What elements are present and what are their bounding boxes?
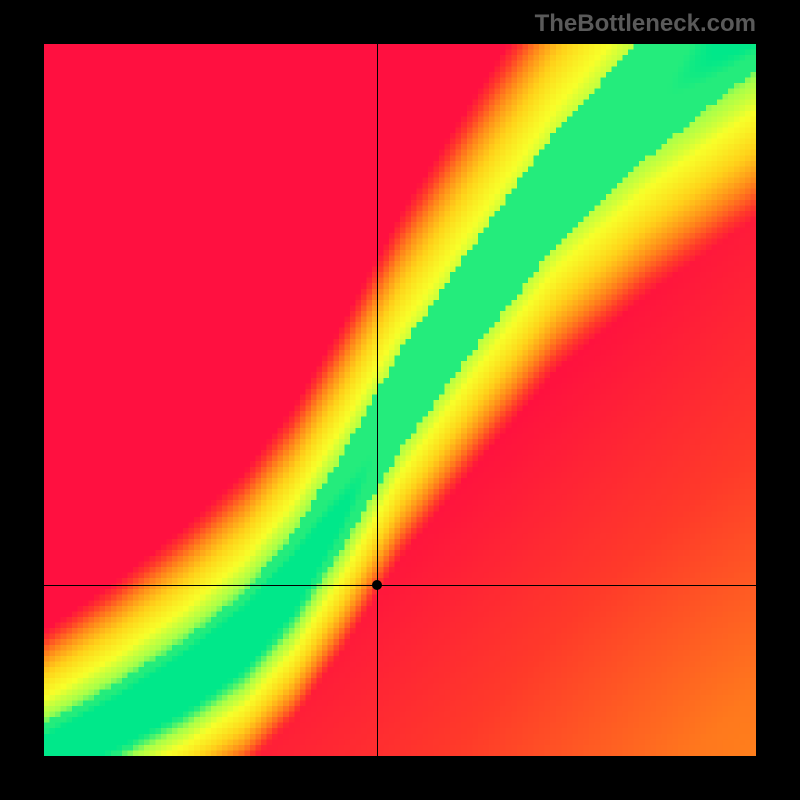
crosshair-marker [372,580,382,590]
chart-container: TheBottleneck.com [0,0,800,800]
watermark-text: TheBottleneck.com [535,10,756,38]
crosshair-horizontal [44,585,756,586]
heatmap-canvas [44,44,756,756]
crosshair-vertical [377,44,378,756]
